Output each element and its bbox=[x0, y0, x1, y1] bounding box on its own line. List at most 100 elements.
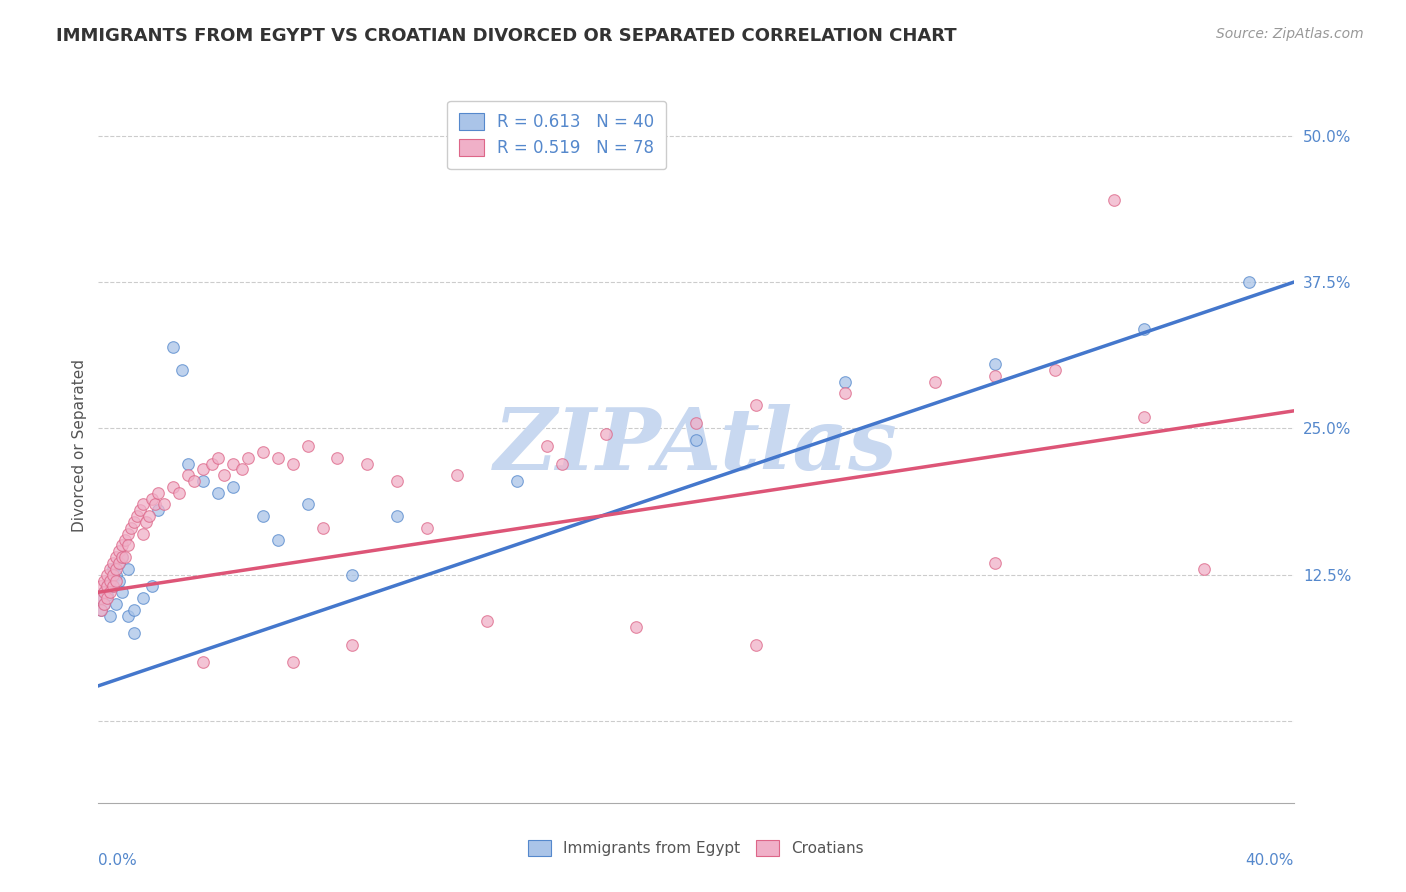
Point bbox=[1192, 562, 1215, 576]
Point bbox=[111, 550, 134, 565]
Point bbox=[90, 603, 112, 617]
Point bbox=[105, 550, 128, 565]
Point bbox=[111, 585, 134, 599]
Point bbox=[103, 567, 125, 582]
Point bbox=[281, 656, 304, 670]
Point bbox=[1104, 194, 1126, 208]
Point bbox=[267, 450, 290, 465]
Point bbox=[90, 591, 112, 605]
Point bbox=[191, 462, 214, 476]
Point bbox=[124, 603, 146, 617]
Point bbox=[103, 556, 125, 570]
Point bbox=[96, 588, 118, 602]
Point bbox=[148, 503, 170, 517]
Point bbox=[172, 363, 194, 377]
Point bbox=[231, 462, 253, 476]
Point bbox=[108, 556, 131, 570]
Point bbox=[96, 567, 118, 582]
Point bbox=[108, 556, 131, 570]
Point bbox=[117, 538, 139, 552]
Point bbox=[416, 521, 439, 535]
Point bbox=[506, 474, 529, 488]
Point bbox=[685, 433, 707, 447]
Point bbox=[127, 509, 149, 524]
Legend: Immigrants from Egypt, Croatians: Immigrants from Egypt, Croatians bbox=[517, 830, 875, 866]
Point bbox=[98, 562, 122, 576]
Point bbox=[745, 638, 768, 652]
Point bbox=[385, 474, 409, 488]
Point bbox=[446, 468, 468, 483]
Point bbox=[108, 544, 131, 558]
Point bbox=[90, 603, 112, 617]
Point bbox=[326, 450, 349, 465]
Text: ZIPAtlas: ZIPAtlas bbox=[494, 404, 898, 488]
Text: 0.0%: 0.0% bbox=[98, 853, 138, 868]
Point bbox=[105, 597, 128, 611]
Point bbox=[626, 620, 648, 634]
Point bbox=[103, 579, 125, 593]
Point bbox=[536, 439, 558, 453]
Point bbox=[984, 556, 1007, 570]
Point bbox=[93, 574, 115, 588]
Point bbox=[1133, 322, 1156, 336]
Point bbox=[98, 585, 122, 599]
Point bbox=[96, 591, 118, 605]
Point bbox=[311, 521, 333, 535]
Point bbox=[132, 498, 155, 512]
Text: IMMIGRANTS FROM EGYPT VS CROATIAN DIVORCED OR SEPARATED CORRELATION CHART: IMMIGRANTS FROM EGYPT VS CROATIAN DIVORC… bbox=[56, 27, 957, 45]
Point bbox=[297, 498, 319, 512]
Point bbox=[385, 509, 409, 524]
Point bbox=[141, 579, 163, 593]
Point bbox=[685, 416, 707, 430]
Point bbox=[356, 457, 378, 471]
Point bbox=[103, 562, 125, 576]
Point bbox=[129, 503, 152, 517]
Point bbox=[90, 579, 112, 593]
Point bbox=[745, 398, 768, 412]
Y-axis label: Divorced or Separated: Divorced or Separated bbox=[72, 359, 87, 533]
Point bbox=[252, 509, 274, 524]
Point bbox=[114, 533, 136, 547]
Text: Source: ZipAtlas.com: Source: ZipAtlas.com bbox=[1216, 27, 1364, 41]
Point bbox=[183, 474, 205, 488]
Point bbox=[177, 457, 200, 471]
Point bbox=[105, 562, 128, 576]
Point bbox=[342, 567, 364, 582]
Point bbox=[222, 480, 245, 494]
Point bbox=[162, 340, 184, 354]
Point bbox=[342, 638, 364, 652]
Point bbox=[281, 457, 304, 471]
Point bbox=[1133, 409, 1156, 424]
Point bbox=[98, 574, 122, 588]
Point bbox=[108, 574, 131, 588]
Point bbox=[1237, 275, 1260, 289]
Point bbox=[96, 579, 118, 593]
Point bbox=[135, 515, 157, 529]
Point bbox=[984, 368, 1007, 383]
Text: 40.0%: 40.0% bbox=[1246, 853, 1294, 868]
Point bbox=[1043, 363, 1066, 377]
Point bbox=[924, 375, 946, 389]
Point bbox=[201, 457, 224, 471]
Point bbox=[117, 608, 139, 623]
Point bbox=[162, 480, 184, 494]
Point bbox=[475, 615, 498, 629]
Point bbox=[124, 515, 146, 529]
Point bbox=[132, 526, 155, 541]
Point bbox=[297, 439, 319, 453]
Point bbox=[595, 427, 617, 442]
Point bbox=[143, 498, 166, 512]
Point bbox=[120, 521, 142, 535]
Point bbox=[124, 626, 146, 640]
Point bbox=[550, 457, 572, 471]
Point bbox=[222, 457, 245, 471]
Point bbox=[191, 656, 214, 670]
Point bbox=[207, 485, 229, 500]
Point bbox=[167, 485, 190, 500]
Point bbox=[117, 526, 139, 541]
Point bbox=[90, 591, 112, 605]
Point bbox=[207, 450, 229, 465]
Point bbox=[148, 485, 170, 500]
Point bbox=[93, 597, 115, 611]
Point bbox=[117, 562, 139, 576]
